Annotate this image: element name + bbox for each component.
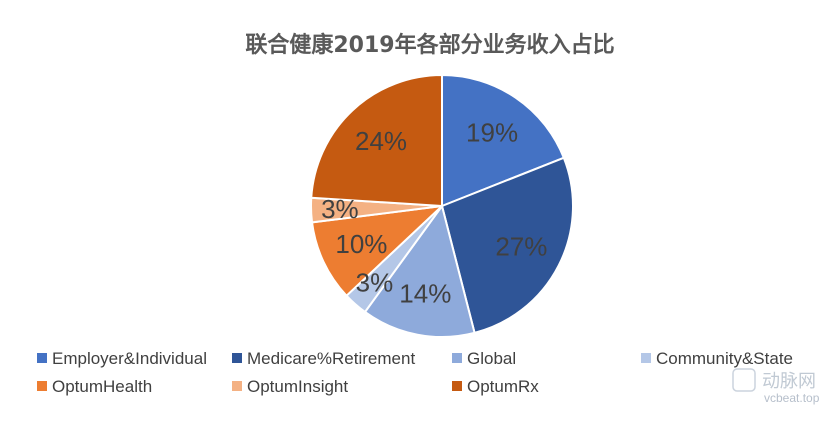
- watermark: 动脉网 vcbeat.top: [732, 368, 820, 405]
- data-label: 3%: [356, 268, 394, 298]
- data-label: 14%: [399, 279, 451, 309]
- data-label: 27%: [495, 231, 547, 261]
- watermark-site: vcbeat.top: [764, 391, 820, 405]
- pie-slice-global: [363, 203, 476, 338]
- legend-item: Global: [452, 349, 516, 368]
- watermark-logo-icon: [732, 368, 756, 392]
- data-label: 10%: [335, 229, 387, 259]
- legend-swatch: [452, 381, 462, 391]
- legend-item: Medicare%Retirement: [232, 349, 415, 368]
- pie-slice-employer-individual: [441, 73, 566, 208]
- legend-swatch: [232, 381, 242, 391]
- chart-title: 联合健康2019年各部分业务收入占比: [245, 32, 614, 58]
- legend-swatch: [232, 353, 242, 363]
- legend-item: OptumRx: [452, 377, 539, 396]
- pie-slice-optumrx: [310, 73, 443, 208]
- legend-item: Community&State: [641, 349, 793, 368]
- pie-slices: [310, 73, 574, 338]
- pie-slice-optumhealth: [310, 204, 445, 298]
- data-label: 19%: [466, 117, 518, 147]
- legend-item: OptumInsight: [232, 377, 348, 396]
- legend-item: OptumHealth: [37, 377, 152, 396]
- legend-label: Medicare%Retirement: [247, 349, 415, 368]
- legend-swatch: [37, 381, 47, 391]
- pie-labels: 19%27%14%3%10%3%24%: [321, 117, 547, 308]
- legend-label: Community&State: [656, 349, 793, 368]
- legend-swatch: [452, 353, 462, 363]
- legend-swatch: [37, 353, 47, 363]
- data-label: 24%: [355, 126, 407, 156]
- legend-label: OptumHealth: [52, 377, 152, 396]
- legend-label: OptumInsight: [247, 377, 348, 396]
- legend-item: Employer&Individual: [37, 349, 207, 368]
- legend-label: Employer&Individual: [52, 349, 207, 368]
- legend-label: Global: [467, 349, 516, 368]
- legend: Employer&Individual Medicare%Retirement Gl…: [37, 349, 793, 396]
- data-label: 3%: [321, 194, 359, 224]
- pie-slice-medicare-retirement: [440, 156, 574, 335]
- legend-swatch: [641, 353, 651, 363]
- watermark-logo-text: 动脉网: [762, 371, 816, 392]
- legend-label: OptumRx: [467, 377, 539, 396]
